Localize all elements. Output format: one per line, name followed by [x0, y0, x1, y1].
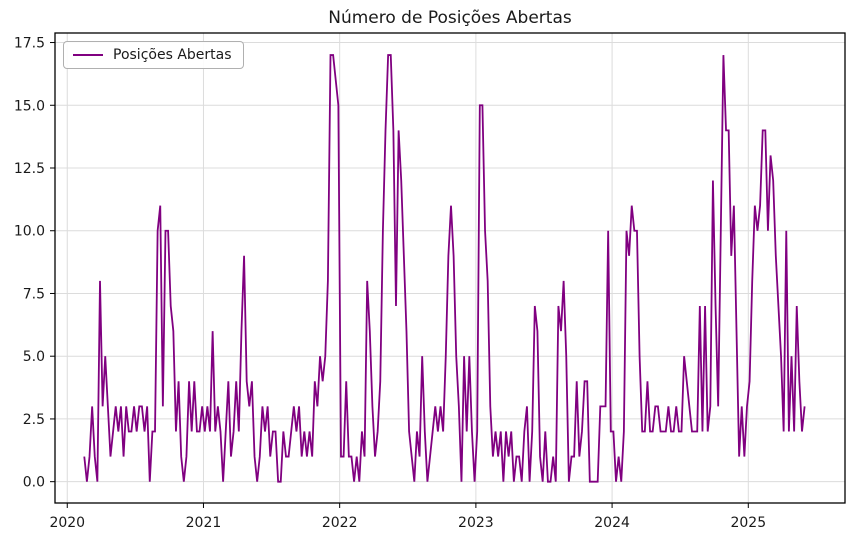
plot-background — [55, 33, 845, 503]
x-tick-label: 2024 — [594, 515, 630, 531]
y-tick-label: 0.0 — [23, 475, 45, 491]
x-tick-label: 2025 — [730, 515, 766, 531]
gridlines — [55, 33, 845, 503]
y-tick-label: 10.0 — [14, 224, 45, 240]
legend-line-swatch — [73, 54, 103, 56]
legend-label: Posições Abertas — [113, 47, 232, 63]
y-tick-label: 17.5 — [14, 36, 45, 52]
axes-border — [54, 32, 846, 504]
legend: Posições Abertas — [63, 41, 244, 69]
y-tick-label: 12.5 — [14, 161, 45, 177]
y-axis-tick-labels: 0.0 2.5 5.0 7.5 10.0 12.5 15.0 17.5 — [14, 36, 45, 491]
x-tick-label: 2023 — [458, 515, 494, 531]
chart-title: Número de Posições Abertas — [328, 8, 572, 28]
x-tick-label: 2020 — [49, 515, 85, 531]
y-tick-label: 7.5 — [23, 286, 45, 302]
x-axis-tick-labels: 2020 2021 2022 2023 2024 2025 — [49, 515, 766, 531]
x-tick-label: 2021 — [186, 515, 222, 531]
series-line-posicoes-abertas — [83, 54, 806, 483]
tick-marks — [50, 42, 749, 508]
y-tick-label: 15.0 — [14, 98, 45, 114]
x-tick-label: 2022 — [322, 515, 358, 531]
y-tick-label: 5.0 — [23, 349, 45, 365]
y-tick-label: 2.5 — [23, 412, 45, 428]
